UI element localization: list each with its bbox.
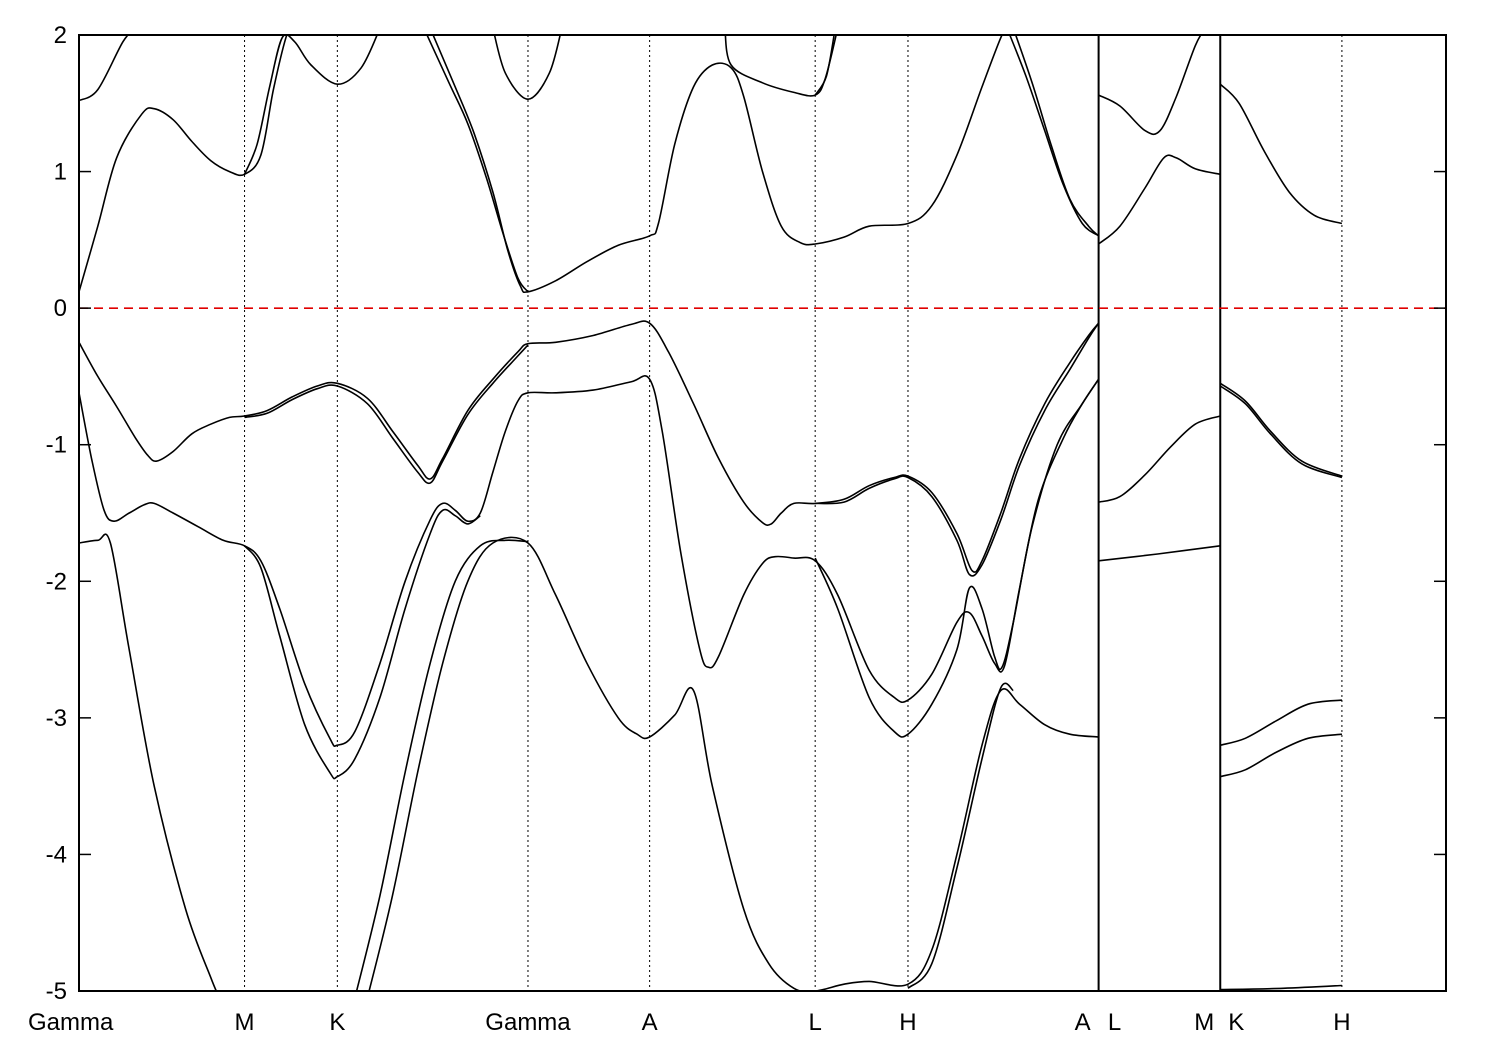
x-tick-label-1: M bbox=[235, 1009, 255, 1036]
band-lines bbox=[79, 35, 1343, 991]
band-line-13 bbox=[79, 320, 1100, 573]
band-line-26 bbox=[1219, 385, 1343, 479]
y-tick-label-0: -5 bbox=[46, 978, 67, 1005]
band-line-8 bbox=[1014, 35, 1100, 237]
x-tick-label-10: K bbox=[1228, 1009, 1244, 1036]
x-tick-label-8: L bbox=[1108, 1009, 1121, 1036]
band-line-6 bbox=[724, 35, 837, 97]
x-tick-label-11: H bbox=[1333, 1009, 1350, 1036]
band-line-22 bbox=[907, 682, 1014, 989]
band-line-25 bbox=[1219, 382, 1343, 477]
kpoint-separators bbox=[244, 35, 1343, 991]
band-line-14 bbox=[244, 344, 529, 485]
band-line-29 bbox=[1220, 984, 1342, 991]
x-tick-label-0: Gamma bbox=[28, 1009, 114, 1036]
band-line-1 bbox=[79, 35, 129, 102]
band-line-21 bbox=[355, 539, 529, 991]
x-tick-label-5: L bbox=[808, 1009, 821, 1036]
band-line-19 bbox=[79, 533, 218, 991]
band-line-12 bbox=[1219, 83, 1343, 225]
band-line-3 bbox=[432, 35, 1003, 294]
y-axis-ticks: -5 -4 -3 -2 -1 0 1 2 bbox=[46, 22, 1446, 1005]
y-tick-label-3: -2 bbox=[46, 568, 67, 595]
band-line-7 bbox=[814, 35, 835, 96]
y-tick-label-2: -3 bbox=[46, 705, 67, 732]
x-tick-label-3: Gamma bbox=[485, 1009, 571, 1036]
band-line-17 bbox=[243, 508, 481, 780]
band-line-0 bbox=[79, 35, 288, 293]
x-tick-label-9: M bbox=[1194, 1009, 1214, 1036]
band-line-24 bbox=[1098, 545, 1221, 562]
band-line-28 bbox=[1220, 733, 1342, 778]
band-line-10 bbox=[1098, 154, 1221, 245]
band-line-11 bbox=[1098, 35, 1202, 136]
plot-frame bbox=[78, 34, 1447, 992]
x-tick-label-7: A bbox=[1075, 1009, 1091, 1036]
band-line-9 bbox=[1008, 35, 1100, 237]
band-line-23 bbox=[1098, 415, 1221, 503]
band-line-18 bbox=[814, 378, 1100, 738]
y-tick-label-1: -4 bbox=[46, 841, 67, 868]
y-tick-label-7: 2 bbox=[54, 22, 67, 49]
band-line-27 bbox=[1220, 699, 1342, 746]
y-tick-label-5: 0 bbox=[54, 295, 67, 322]
band-line-15 bbox=[815, 322, 1100, 577]
band-line-16 bbox=[79, 375, 1100, 748]
y-tick-label-6: 1 bbox=[54, 159, 67, 186]
band-line-2 bbox=[243, 35, 378, 175]
y-tick-label-4: -1 bbox=[46, 432, 67, 459]
x-axis-ticks: Gamma M K Gamma A L H A L M K H bbox=[28, 1009, 1351, 1036]
x-tick-label-6: H bbox=[899, 1009, 916, 1036]
band-line-5 bbox=[493, 35, 561, 101]
band-line-20 bbox=[368, 536, 1099, 991]
x-tick-label-4: A bbox=[642, 1009, 658, 1036]
band-line-4 bbox=[426, 35, 529, 293]
x-tick-label-2: K bbox=[329, 1009, 345, 1036]
